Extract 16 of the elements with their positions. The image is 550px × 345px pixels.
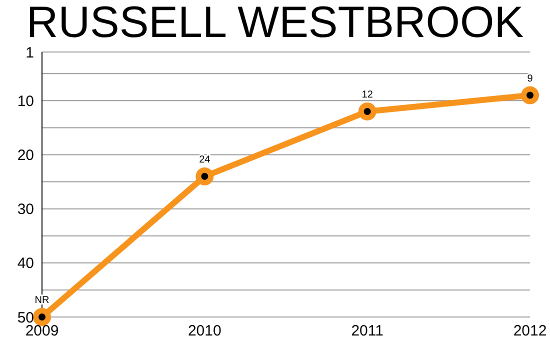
y-tick-label: 1 <box>26 44 34 62</box>
data-label: 9 <box>527 73 534 84</box>
point <box>521 86 539 104</box>
data-label: 12 <box>362 89 374 100</box>
point <box>33 308 51 326</box>
data-label: 24 <box>199 154 211 166</box>
y-tick-label: 40 <box>17 255 34 272</box>
chart-title: RUSSELL WESTBROOK <box>25 0 525 47</box>
point <box>358 102 376 120</box>
x-tick-label: 2010 <box>188 322 222 340</box>
x-tick-label: 2012 <box>513 322 547 340</box>
y-tick-label: 10 <box>17 93 34 110</box>
y-tick-label: 30 <box>17 201 34 218</box>
x-tick-label: 2011 <box>351 322 384 340</box>
point <box>196 167 214 186</box>
y-tick-label: 20 <box>17 147 34 164</box>
